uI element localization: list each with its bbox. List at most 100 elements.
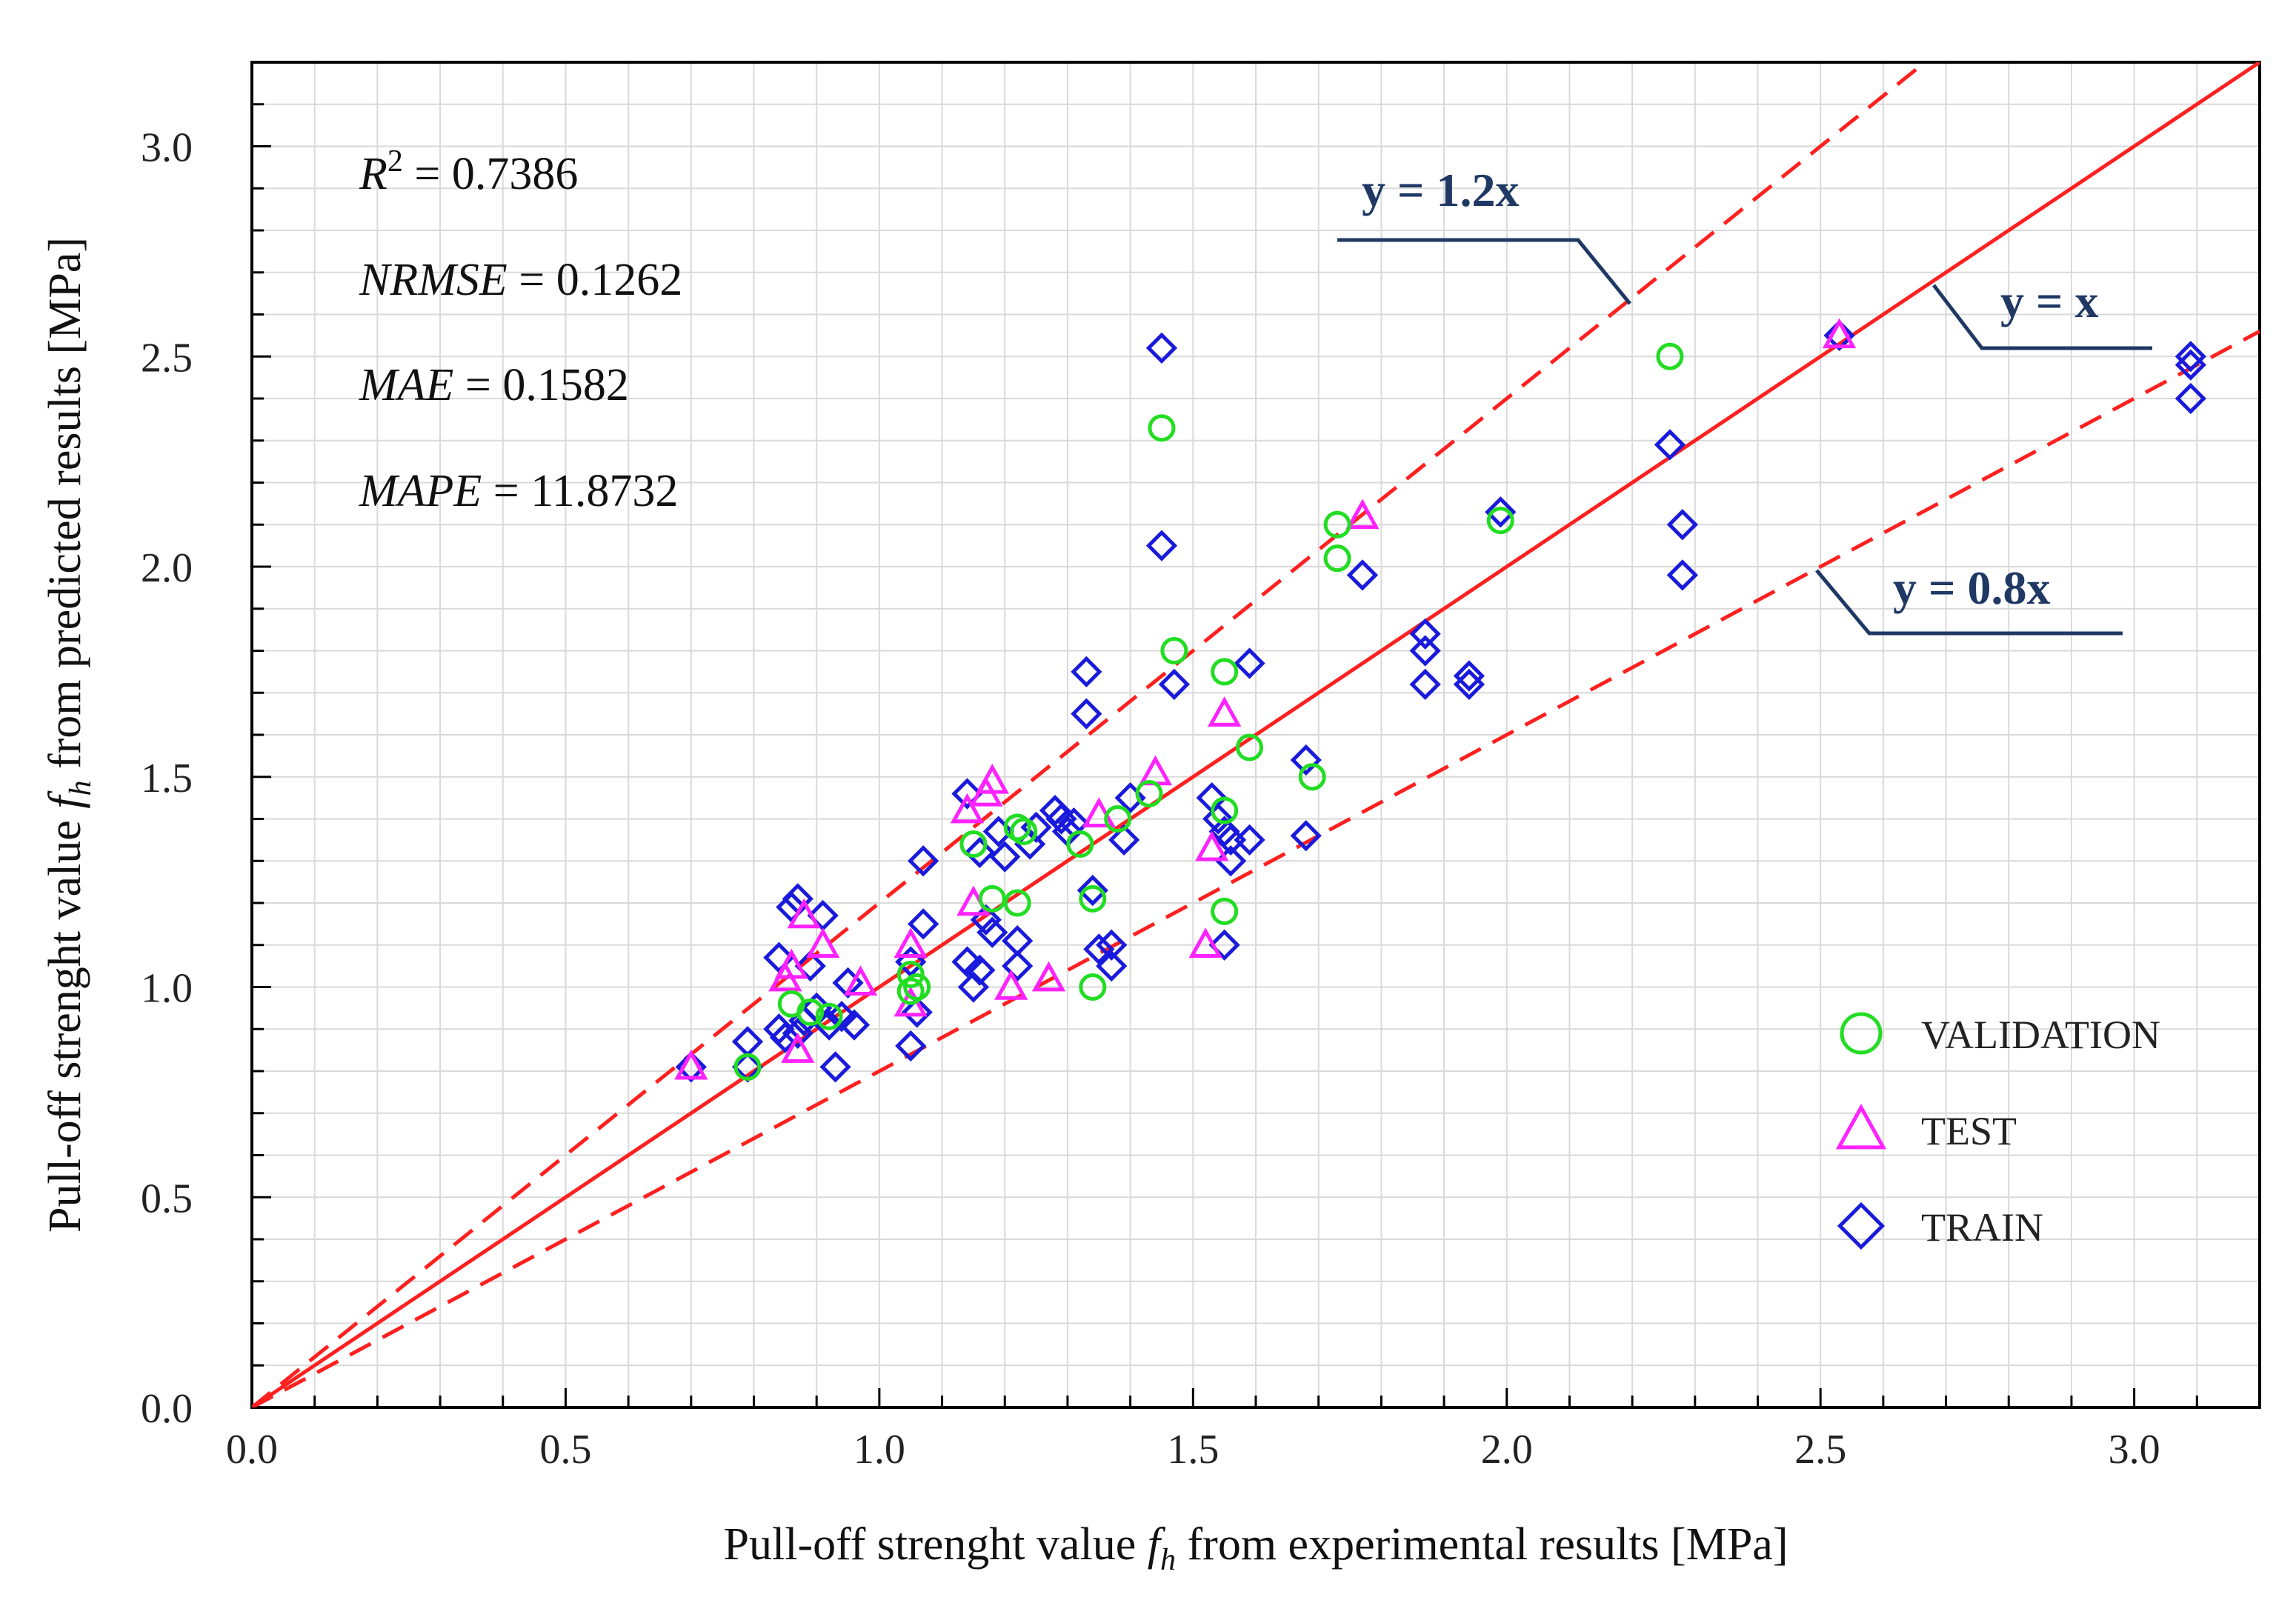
- data-points: [674, 318, 2206, 1083]
- train-point: [1002, 950, 1034, 982]
- y-tick-label: 1.5: [141, 756, 193, 801]
- line-annotations: y = 1.2x y = x y = 0.8x: [1337, 164, 2152, 636]
- train-point: [1666, 509, 1699, 541]
- train-point: [1077, 874, 1108, 907]
- validation-point: [1298, 763, 1326, 791]
- axis-title-text: Pull-off strenght value: [40, 809, 90, 1233]
- validation-point: [978, 884, 1006, 913]
- legend-label: VALIDATION: [1921, 1013, 2160, 1057]
- train-point: [1145, 530, 1178, 561]
- stat-name: MAPE: [359, 466, 482, 516]
- stat-name: MAE: [359, 360, 453, 410]
- validation-point: [959, 830, 988, 859]
- train-point: [964, 954, 996, 986]
- train-point: [1453, 668, 1485, 701]
- validation-point: [1003, 813, 1031, 841]
- reference-line: [252, 62, 2260, 1407]
- test-point: [1345, 499, 1380, 530]
- test-point: [894, 927, 928, 958]
- stat-superscript: 2: [387, 144, 403, 179]
- annotation-leader-line: [1932, 284, 2152, 350]
- train-point: [1234, 647, 1265, 679]
- y-tick-label: 0.0: [141, 1386, 193, 1432]
- train-point: [2174, 382, 2206, 415]
- validation-point: [796, 999, 825, 1027]
- validation-point: [815, 1002, 843, 1030]
- stat-line: MAE = 0.1582: [359, 360, 629, 410]
- validation-point: [896, 960, 925, 988]
- train-point: [1202, 803, 1234, 835]
- train-point: [763, 941, 795, 973]
- stat-value: = 11.8732: [482, 466, 678, 516]
- test-point: [774, 948, 808, 979]
- validation-point: [903, 973, 931, 1001]
- train-point: [1409, 668, 1441, 701]
- test-point: [781, 1033, 815, 1063]
- test-point: [1195, 830, 1229, 861]
- train-point: [2174, 341, 2206, 373]
- train-point: [908, 845, 939, 877]
- y-tick-label: 2.0: [141, 545, 193, 591]
- y-tick-label: 1.0: [141, 966, 193, 1012]
- validation-point: [1003, 889, 1031, 917]
- train-point: [1208, 929, 1240, 961]
- validation-point: [1211, 796, 1239, 824]
- legend-marker-diamond: [1837, 1201, 1886, 1250]
- train-point: [1071, 698, 1102, 730]
- validation-point: [1104, 805, 1132, 833]
- legend-marker-circle: [1840, 1012, 1883, 1055]
- train-point: [1409, 618, 1441, 650]
- y-tick-label: 2.5: [141, 335, 193, 381]
- validation-point: [733, 1053, 762, 1081]
- reference-line: [252, 62, 1926, 1407]
- stat-line: R2 = 0.7386: [359, 144, 578, 199]
- x-tick-label: 3.0: [2109, 1427, 2160, 1473]
- train-point: [901, 996, 933, 1028]
- train-point: [1096, 929, 1128, 961]
- train-point: [1485, 496, 1517, 528]
- validation-point: [1066, 830, 1094, 859]
- validation-point: [1135, 779, 1163, 807]
- statistics-box: R2 = 0.7386 NRMSE = 0.1262 MAE = 0.1582 MAP…: [359, 144, 682, 516]
- axis-title-text: from predicted results [MPa]: [40, 237, 90, 780]
- train-point: [951, 946, 983, 978]
- train-point: [1290, 820, 1322, 852]
- legend: VALIDATION TEST TRAIN: [1835, 1012, 2160, 1250]
- test-point: [975, 763, 1009, 794]
- annotation-leader-line: [1337, 238, 1631, 305]
- train-point: [1002, 924, 1034, 957]
- axis-labels: 0.0 0.5 1.0 1.5 2.0 2.5 3.0 0.0 0.5 1.0 1.5 2.0 2.5 3…: [40, 125, 2160, 1578]
- validation-point: [1079, 973, 1107, 1001]
- validation-point: [1160, 637, 1188, 664]
- axis-title-subscript: h: [1160, 1543, 1176, 1577]
- validation-point: [1323, 544, 1351, 573]
- validation-point: [1486, 507, 1514, 535]
- equation-label: y = 1.2x: [1362, 164, 1519, 216]
- train-point: [819, 1051, 851, 1083]
- validation-point: [1148, 414, 1176, 442]
- validation-point: [1079, 884, 1107, 913]
- x-tick-label: 2.5: [1794, 1427, 1846, 1473]
- equation-label: y = 0.8x: [1893, 561, 2050, 614]
- test-point: [787, 898, 821, 929]
- train-point: [1234, 824, 1265, 856]
- train-point: [776, 891, 808, 923]
- train-point: [989, 841, 1021, 873]
- legend-marker-triangle: [1835, 1103, 1887, 1150]
- train-point: [769, 1021, 801, 1053]
- train-point: [1654, 429, 1686, 461]
- x-tick-label: 1.0: [853, 1427, 905, 1473]
- test-point: [674, 1049, 708, 1080]
- x-tick-label: 1.5: [1167, 1427, 1219, 1473]
- validation-point: [1010, 818, 1038, 846]
- axis-title-subscript: h: [64, 780, 98, 796]
- test-point: [806, 927, 840, 958]
- train-point: [1071, 656, 1102, 688]
- train-point: [1346, 559, 1379, 591]
- stat-value: = 0.1262: [508, 255, 682, 305]
- test-point: [950, 793, 985, 824]
- test-point: [1188, 927, 1222, 958]
- y-tick-label: 3.0: [141, 125, 193, 171]
- train-point: [794, 950, 826, 982]
